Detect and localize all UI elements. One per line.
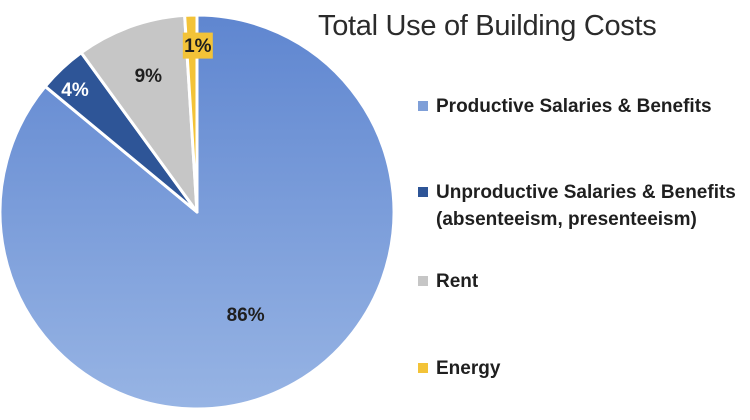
legend-swatch-2 xyxy=(418,187,428,197)
pie-data-label-4: 1% xyxy=(184,36,212,57)
legend-label-line: Productive Salaries & Benefits xyxy=(436,96,712,117)
legend-label-2: Unproductive Salaries & Benefits (absente… xyxy=(436,179,736,233)
legend-label-line: Energy xyxy=(436,358,501,379)
pie-slice-3 xyxy=(79,13,199,214)
pie-slice-4 xyxy=(183,13,199,214)
pie-data-labels: 86% 4% 9% 1% xyxy=(61,32,265,326)
pie-data-label-2: 4% xyxy=(61,80,89,101)
legend-label-line: Unproductive Salaries & Benefits xyxy=(436,182,736,203)
legend-swatch-4 xyxy=(418,363,428,373)
chart-title: Total Use of Building Costs xyxy=(318,10,657,42)
legend-item-1: Productive Salaries & Benefits xyxy=(418,93,712,120)
legend-item-3: Rent xyxy=(418,268,478,295)
legend-swatch-3 xyxy=(418,276,428,286)
legend-label-1: Productive Salaries & Benefits xyxy=(436,93,712,120)
legend-swatch-1 xyxy=(418,101,428,111)
legend-label-3: Rent xyxy=(436,268,478,295)
legend-item-4: Energy xyxy=(418,355,500,382)
pie-data-label-1: 86% xyxy=(227,305,265,326)
legend-label-line: (absenteeism, presenteeism) xyxy=(436,209,697,230)
legend-label-4: Energy xyxy=(436,355,500,382)
legend-item-2: Unproductive Salaries & Benefits (absente… xyxy=(418,179,736,233)
chart-legend: Productive Salaries & Benefits Unproducti… xyxy=(418,0,748,420)
legend-label-line: Rent xyxy=(436,271,479,292)
energy-label-box xyxy=(182,32,213,59)
pie-data-label-3: 9% xyxy=(135,66,163,87)
pie-slices xyxy=(0,13,396,411)
